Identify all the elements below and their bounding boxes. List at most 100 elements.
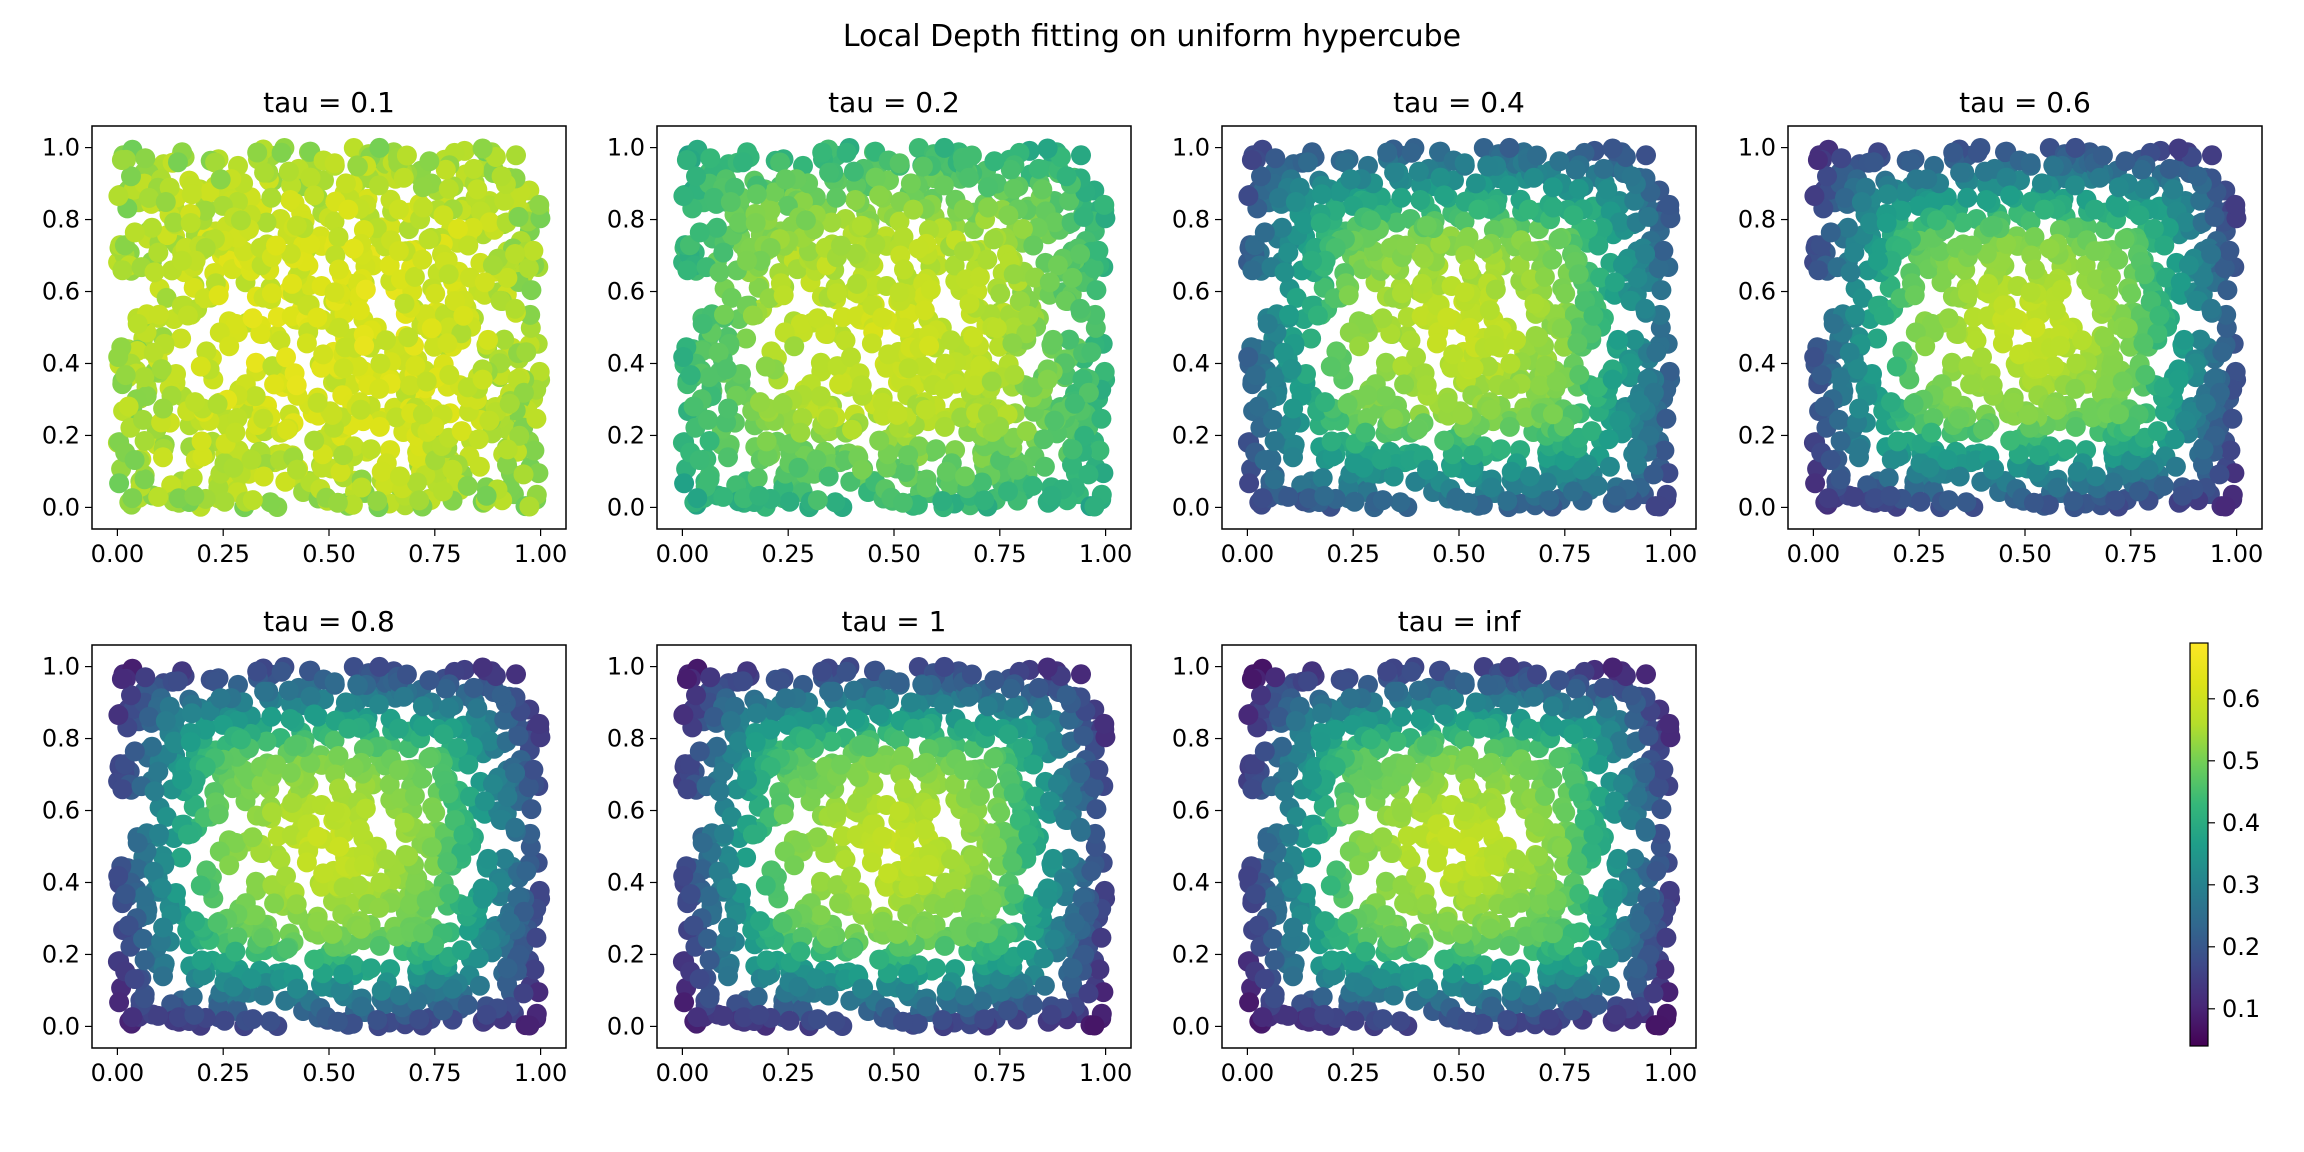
data-point <box>757 446 778 467</box>
data-point <box>1535 355 1556 376</box>
data-point <box>247 661 268 682</box>
x-tick-label: 0.75 <box>408 540 461 568</box>
data-point <box>134 988 155 1009</box>
data-point <box>959 293 980 314</box>
data-point <box>1016 323 1037 344</box>
data-point <box>355 798 376 819</box>
scatter-points <box>672 137 1116 518</box>
data-point <box>1285 192 1306 212</box>
data-point <box>513 382 534 403</box>
data-point <box>2205 425 2226 446</box>
y-tick-label: 0.2 <box>1738 421 1776 449</box>
data-point <box>2029 445 2050 466</box>
data-point <box>425 283 446 304</box>
data-point <box>1957 283 1978 304</box>
data-point <box>2029 358 2050 379</box>
data-point <box>704 187 724 208</box>
data-point <box>1434 185 1455 206</box>
data-point <box>296 333 317 354</box>
data-point <box>1950 162 1971 183</box>
data-point <box>792 408 813 428</box>
data-point <box>228 710 248 731</box>
data-point <box>2000 185 2021 206</box>
data-point <box>333 877 354 898</box>
data-point <box>245 871 266 892</box>
data-point <box>790 422 811 443</box>
data-point <box>1064 393 1085 414</box>
data-point <box>329 836 350 857</box>
data-point <box>1437 307 1458 328</box>
data-point <box>177 305 198 326</box>
data-point <box>934 137 955 158</box>
data-point <box>300 686 321 707</box>
data-point <box>361 958 381 979</box>
x-tick-label: 0.00 <box>1787 540 1840 568</box>
x-tick-label: 1.00 <box>1644 540 1697 568</box>
data-point <box>1587 475 1608 496</box>
data-point <box>261 802 282 823</box>
data-point <box>139 187 159 208</box>
data-point <box>1454 153 1475 174</box>
data-point <box>523 240 544 261</box>
data-point <box>2129 481 2149 502</box>
data-point <box>205 671 226 692</box>
data-point <box>371 461 392 482</box>
data-point <box>1506 330 1526 351</box>
data-point <box>1565 159 1586 180</box>
data-point <box>445 291 466 312</box>
data-point <box>529 713 550 734</box>
data-point <box>1472 494 1493 515</box>
data-point <box>1086 280 1107 301</box>
data-point <box>112 260 133 281</box>
data-point <box>1820 450 1841 470</box>
data-point <box>2108 404 2129 425</box>
data-point <box>1501 461 1522 482</box>
data-point <box>184 1004 205 1025</box>
data-point <box>1283 447 1303 468</box>
data-point <box>1840 262 1861 283</box>
data-point <box>932 491 953 511</box>
data-point <box>199 701 220 722</box>
data-point <box>2065 416 2086 437</box>
data-point <box>1499 137 1520 158</box>
data-point <box>898 445 919 466</box>
data-point <box>1238 347 1259 367</box>
data-point <box>1956 492 1977 513</box>
data-point <box>1926 210 1947 231</box>
data-point <box>815 323 836 344</box>
data-point <box>2158 217 2179 238</box>
data-point <box>1901 152 1922 173</box>
data-point <box>998 205 1019 226</box>
data-point <box>1498 175 1519 196</box>
data-point <box>1294 212 1315 233</box>
data-point <box>478 329 498 350</box>
data-point <box>974 490 995 511</box>
data-point <box>829 374 850 395</box>
data-point <box>168 152 188 173</box>
data-point <box>2089 167 2110 188</box>
data-point <box>683 396 704 417</box>
panel-title: tau = 0.1 <box>263 86 395 119</box>
data-point <box>505 298 526 319</box>
data-point <box>720 192 741 212</box>
data-point <box>806 449 827 470</box>
data-point <box>469 975 490 996</box>
data-point <box>1044 212 1065 233</box>
data-point <box>1609 212 1630 233</box>
data-point <box>2108 177 2129 198</box>
data-point <box>404 785 425 806</box>
data-point <box>2186 290 2207 311</box>
data-point <box>148 486 169 507</box>
data-point <box>1539 490 1560 511</box>
data-point <box>280 762 301 783</box>
data-point <box>2209 464 2230 485</box>
data-point <box>168 488 189 509</box>
data-point <box>405 874 426 895</box>
data-point <box>1542 404 1563 425</box>
data-point <box>746 184 767 205</box>
data-point <box>472 657 493 678</box>
data-point <box>851 375 872 396</box>
panel-title: tau = 0.4 <box>1393 86 1525 119</box>
data-point <box>1543 197 1564 218</box>
data-point <box>388 760 409 780</box>
